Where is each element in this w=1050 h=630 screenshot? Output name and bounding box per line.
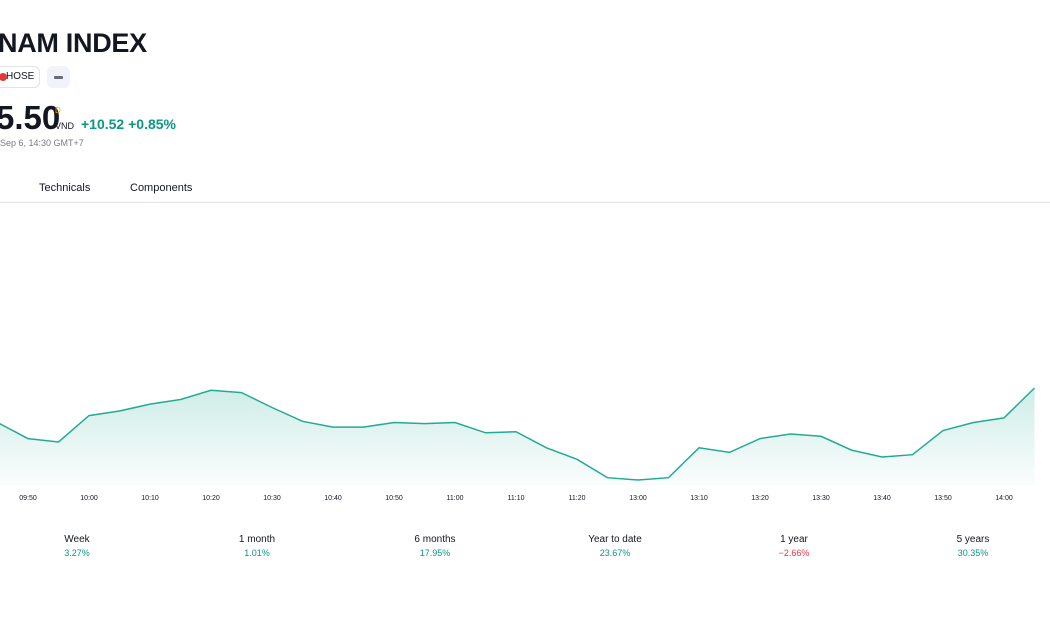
area-fill <box>0 388 1035 485</box>
performance-value: 1.01% <box>244 548 270 558</box>
performance-value: 23.67% <box>600 548 631 558</box>
x-tick-label: 13:30 <box>812 495 830 502</box>
performance-label: Year to date <box>588 534 642 545</box>
exchange-badge[interactable]: HOSE <box>0 66 40 88</box>
x-tick-label: 11:10 <box>508 495 525 502</box>
change: +10.52 <box>81 116 125 132</box>
performance-value: 17.95% <box>420 548 451 558</box>
x-tick-label: 11:00 <box>447 495 464 502</box>
tab[interactable]: Technicals <box>39 182 91 194</box>
performance-value: 30.35% <box>958 548 989 558</box>
currency: VND <box>55 121 75 131</box>
exchange-name: HOSE <box>6 71 35 82</box>
price-change: +10.52 +0.85% <box>81 116 176 132</box>
x-tick-label: 10:10 <box>141 495 159 502</box>
x-tick-label: 13:10 <box>690 495 708 502</box>
performance-label: 6 months <box>414 534 455 545</box>
x-tick-label: 13:00 <box>629 495 647 502</box>
x-tick-label: 10:00 <box>80 495 98 502</box>
x-tick-label: 10:30 <box>263 495 281 502</box>
divider <box>0 202 1050 203</box>
timestamp: Sep 6, 14:30 GMT+7 <box>0 138 84 148</box>
x-tick-label: 13:50 <box>934 495 952 502</box>
x-tick-label: 13:20 <box>751 495 769 502</box>
x-tick-label: 10:20 <box>202 495 220 502</box>
currency-superscript: D <box>55 106 61 115</box>
performance-value: −2.66% <box>779 548 810 558</box>
change-percent: +0.85% <box>128 116 176 132</box>
tab[interactable]: Components <box>130 182 193 194</box>
performance-label: 1 year <box>780 534 808 545</box>
price-line <box>0 387 1036 481</box>
x-tick-label: 10:40 <box>324 495 342 502</box>
x-tick-label: 11:20 <box>569 495 586 502</box>
more-button[interactable] <box>47 66 70 88</box>
x-tick-label: 14:00 <box>995 495 1013 502</box>
x-tick-label: 13:40 <box>873 495 891 502</box>
performance-label: 1 month <box>239 534 275 545</box>
symbol-title: NAM INDEX <box>0 28 147 58</box>
performance-label: 5 years <box>957 534 990 545</box>
performance-label: Week <box>64 534 90 545</box>
price: 5.50 <box>0 99 61 136</box>
performance-value: 3.27% <box>64 548 90 558</box>
x-tick-label: 09:50 <box>19 495 37 502</box>
x-tick-label: 10:50 <box>385 495 403 502</box>
